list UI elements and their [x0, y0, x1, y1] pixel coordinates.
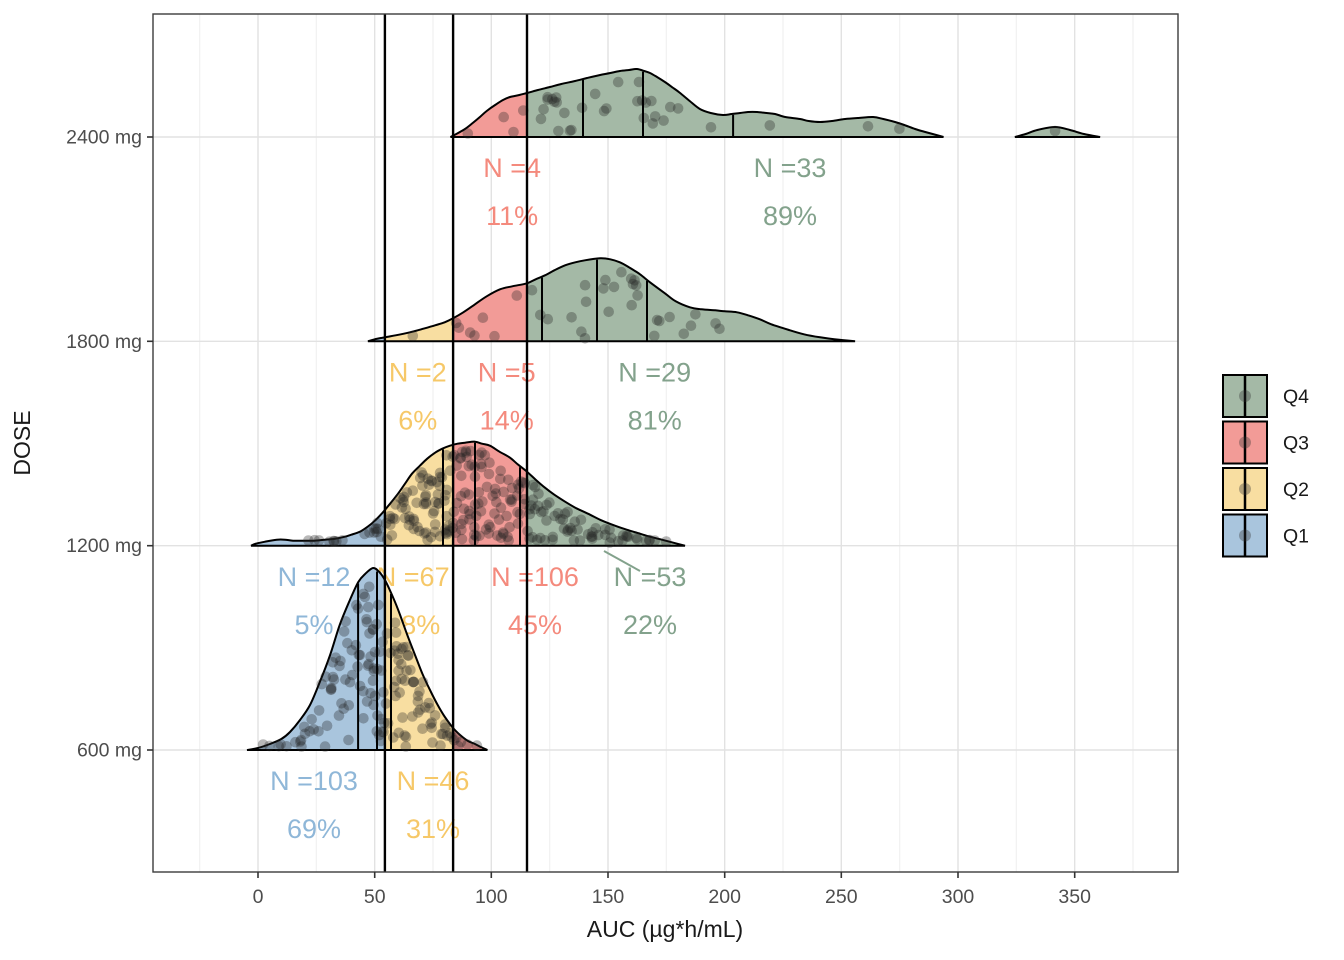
annotation-n-label: N =106	[491, 562, 579, 592]
density-fill-q2	[384, 444, 453, 546]
y-tick-label: 600 mg	[77, 740, 142, 762]
annotation-pct-label: 89%	[763, 201, 817, 231]
density-outline	[367, 257, 856, 343]
density-fill-q4	[527, 258, 856, 342]
annotation-n-label: N =33	[754, 153, 827, 183]
jitter-points	[303, 445, 672, 548]
annotation-n-label: N =4	[483, 153, 541, 183]
density-fill-q3	[453, 728, 488, 750]
annotation-pct-label: 45%	[508, 610, 562, 640]
x-axis: 0 50 100 150 200 250 300 350	[253, 872, 1091, 908]
legend-key-q1: Q1	[1222, 513, 1309, 558]
density-outline	[246, 566, 488, 751]
legend-label: Q1	[1283, 526, 1309, 548]
x-axis-title: AUC (µg*h/mL)	[587, 916, 743, 942]
annotation-pct-label: 6%	[398, 405, 437, 435]
quartile-boundary-vlines	[383, 14, 529, 872]
legend-key-q3: Q3	[1222, 420, 1309, 465]
y-tick-label: 2400 mg	[66, 127, 142, 149]
density-fill-q1	[247, 567, 385, 750]
legend-label: Q2	[1283, 479, 1309, 501]
annotation-n-label: N =29	[618, 357, 691, 387]
density-fill-q2	[384, 318, 453, 342]
annotation-n-label: N =2	[389, 357, 447, 387]
legend-key-q4: Q4	[1222, 374, 1309, 418]
x-tick-label: 0	[253, 886, 264, 908]
x-tick-label: 200	[708, 886, 741, 908]
x-tick-label: 150	[592, 886, 625, 908]
annotation-n-label: N =53	[614, 562, 687, 592]
ridge-2400-mg: N =4 11% N =33 89%	[450, 67, 1101, 231]
y-tick-label: 1800 mg	[66, 331, 142, 353]
x-tick-label: 100	[475, 886, 508, 908]
annotation-pct-label: 11%	[486, 201, 538, 231]
annotation-pct-label: 31%	[406, 814, 460, 844]
x-tick-label: 50	[364, 886, 386, 908]
legend: Q4 Q3 Q2 Q1	[1222, 374, 1309, 558]
y-axis-title: DOSE	[9, 410, 35, 475]
annotation-leader-line	[603, 550, 641, 572]
legend-label: Q4	[1283, 386, 1309, 408]
density-fill-q3	[453, 283, 528, 342]
density-fill-q1	[251, 509, 385, 546]
annotation-pct-label: 5%	[294, 610, 333, 640]
density-fill-q3	[453, 92, 528, 137]
y-axis: 600 mg 1200 mg 1800 mg 2400 mg	[66, 127, 153, 762]
annotation-pct-label: 81%	[628, 405, 682, 435]
annotation-n-label: N =12	[278, 562, 351, 592]
annotation-pct-label: 22%	[623, 610, 677, 640]
y-tick-label: 1200 mg	[66, 535, 142, 557]
annotation-n-label: N =46	[397, 766, 470, 796]
legend-label: Q3	[1283, 433, 1309, 455]
legend-key-q2: Q2	[1222, 467, 1309, 511]
density-outline	[250, 440, 686, 547]
density-outline	[450, 67, 1101, 138]
jitter-points	[407, 266, 725, 344]
annotation-n-label: N =103	[270, 766, 358, 796]
ridge-600-mg: N =103 69% N =46 31%	[246, 566, 488, 844]
x-tick-label: 300	[942, 886, 975, 908]
x-tick-label: 350	[1058, 886, 1091, 908]
x-tick-label: 250	[825, 886, 858, 908]
annotation-pct-label: 69%	[287, 814, 341, 844]
panel-border	[152, 13, 1179, 873]
annotation-pct-label: 14%	[480, 405, 534, 435]
density-fill-q3	[453, 441, 528, 546]
density-fill-q4	[527, 471, 685, 546]
